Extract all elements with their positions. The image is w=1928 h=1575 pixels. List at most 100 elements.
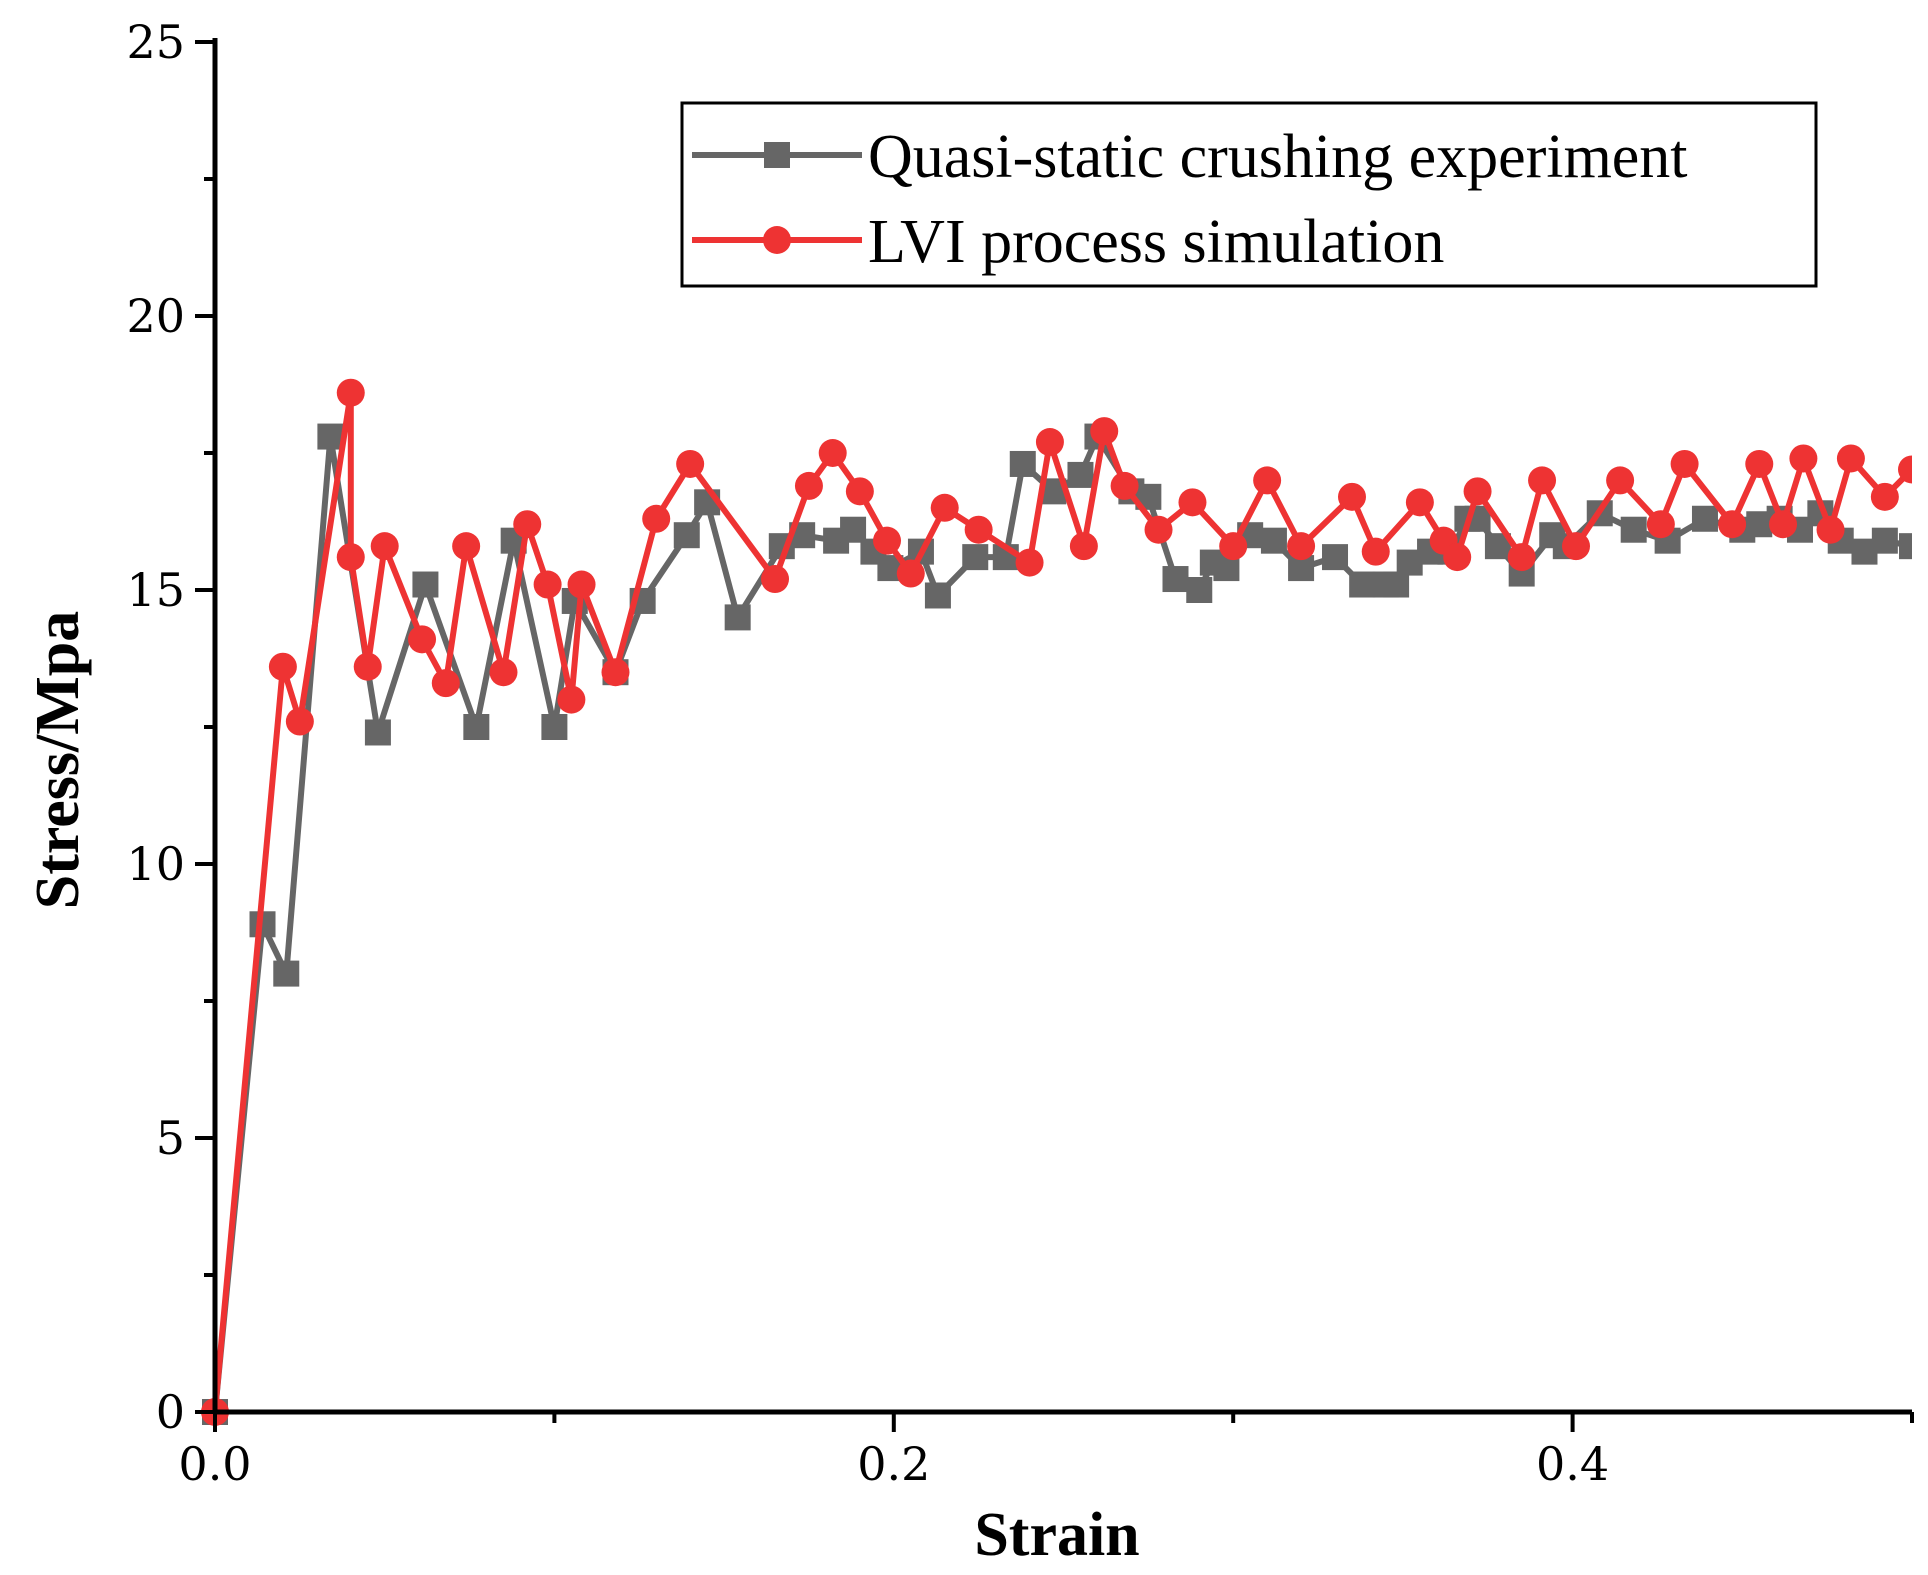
quasi-static-point xyxy=(1620,516,1647,543)
y-tick-label: 15 xyxy=(126,563,185,617)
quasi-static-line xyxy=(212,433,1912,1413)
quasi-static-point xyxy=(273,960,300,987)
lvi-point xyxy=(1443,543,1472,572)
lvi-point xyxy=(1015,548,1044,577)
y-tick-label: 20 xyxy=(126,289,185,343)
legend: Quasi-static crushing experiment LVI pro… xyxy=(680,101,1818,288)
lvi-point xyxy=(370,532,399,561)
lvi-point xyxy=(1528,466,1557,495)
quasi-static-point xyxy=(1899,533,1912,560)
lvi-point xyxy=(1606,466,1635,495)
lvi-point xyxy=(336,378,365,407)
quasi-static-point xyxy=(1009,450,1036,477)
lvi-point xyxy=(1361,537,1390,566)
quasi-static-point xyxy=(1162,566,1189,593)
y-tick-label: 10 xyxy=(126,837,185,891)
lvi-point xyxy=(1337,482,1366,511)
lvi-point xyxy=(431,669,460,698)
lvi-point xyxy=(1745,449,1774,478)
lvi-point xyxy=(1463,477,1492,506)
legend-label-lvi: LVI process simulation xyxy=(868,208,1444,276)
lvi-point xyxy=(794,471,823,500)
lvi-point xyxy=(1836,444,1865,473)
lvi-point xyxy=(930,493,959,522)
legend-marker-square xyxy=(764,142,790,168)
lvi-point xyxy=(1035,428,1064,457)
lvi-point xyxy=(1898,455,1912,484)
series-lvi xyxy=(201,378,1912,1426)
quasi-static-point xyxy=(317,423,344,450)
x-tick-label: 0.4 xyxy=(1536,1437,1609,1491)
y-tick-label: 5 xyxy=(156,1111,185,1165)
lvi-point xyxy=(964,515,993,544)
lvi-point xyxy=(285,707,314,736)
lvi-point xyxy=(601,658,630,687)
legend-box xyxy=(680,101,1818,288)
quasi-static-point xyxy=(1067,461,1094,488)
lvi-point xyxy=(1253,466,1282,495)
lvi-point xyxy=(1110,471,1139,500)
lvi-point xyxy=(873,526,902,555)
lvi-point xyxy=(761,565,790,594)
quasi-static-point xyxy=(463,714,490,740)
quasi-static-point xyxy=(1691,505,1718,532)
lvi-point xyxy=(1287,532,1316,561)
lvi-point xyxy=(1646,510,1675,539)
lvi-point xyxy=(452,532,481,561)
lvi-point xyxy=(1816,515,1845,544)
lvi-point xyxy=(489,658,518,687)
quasi-static-point xyxy=(924,582,951,609)
lvi-point xyxy=(1507,543,1536,572)
lvi-point xyxy=(1178,488,1207,517)
quasi-static-point xyxy=(724,604,751,631)
lvi-point xyxy=(1219,532,1248,561)
y-tick-label: 0 xyxy=(156,1385,185,1439)
quasi-static-point xyxy=(840,516,867,543)
lvi-point xyxy=(642,504,671,533)
x-tick-label: 0.2 xyxy=(857,1437,930,1491)
legend-label-quasi-static: Quasi-static crushing experiment xyxy=(868,123,1688,191)
quasi-static-point xyxy=(364,719,391,746)
lvi-point xyxy=(1789,444,1818,473)
quasi-static-point xyxy=(1349,571,1376,598)
lvi-point xyxy=(676,449,705,478)
quasi-static-point xyxy=(673,522,700,549)
quasi-static-point xyxy=(1871,527,1898,554)
lvi-point xyxy=(557,685,586,714)
lvi-point xyxy=(1090,417,1119,446)
quasi-static-point xyxy=(1322,544,1349,571)
lvi-point xyxy=(513,510,542,539)
lvi-point xyxy=(1718,510,1747,539)
quasi-static-point xyxy=(962,544,989,571)
x-axis-title: Strain xyxy=(974,1501,1139,1569)
quasi-static-point xyxy=(1260,527,1287,554)
lvi-point xyxy=(1069,532,1098,561)
legend-marker-circle xyxy=(763,226,791,254)
lvi-point xyxy=(353,652,382,681)
y-tick-label: 25 xyxy=(126,15,185,69)
lvi-point xyxy=(533,570,562,599)
lvi-point xyxy=(268,652,297,681)
quasi-static-point xyxy=(1186,577,1213,603)
lvi-point xyxy=(1144,515,1173,544)
lvi-point xyxy=(1870,482,1899,511)
lvi-point xyxy=(1561,532,1590,561)
lvi-point xyxy=(408,625,437,654)
axes-layer: 0 5 10 15 20 25 0.0 0.2 0.4 xyxy=(126,15,1914,1491)
lvi-point xyxy=(1769,510,1798,539)
lvi-point xyxy=(567,570,596,599)
y-axis-title: Stress/Mpa xyxy=(24,611,92,910)
lvi-point xyxy=(1405,488,1434,517)
quasi-static-point xyxy=(412,571,439,598)
lvi-point xyxy=(818,439,847,467)
lvi-point xyxy=(845,477,874,506)
lvi-point xyxy=(1670,449,1699,478)
lvi-point xyxy=(336,543,365,572)
x-tick-label: 0.0 xyxy=(178,1437,251,1491)
lvi-point xyxy=(896,559,925,588)
quasi-static-point xyxy=(541,714,568,740)
quasi-static-point xyxy=(1383,571,1410,598)
series-layer xyxy=(201,378,1912,1426)
